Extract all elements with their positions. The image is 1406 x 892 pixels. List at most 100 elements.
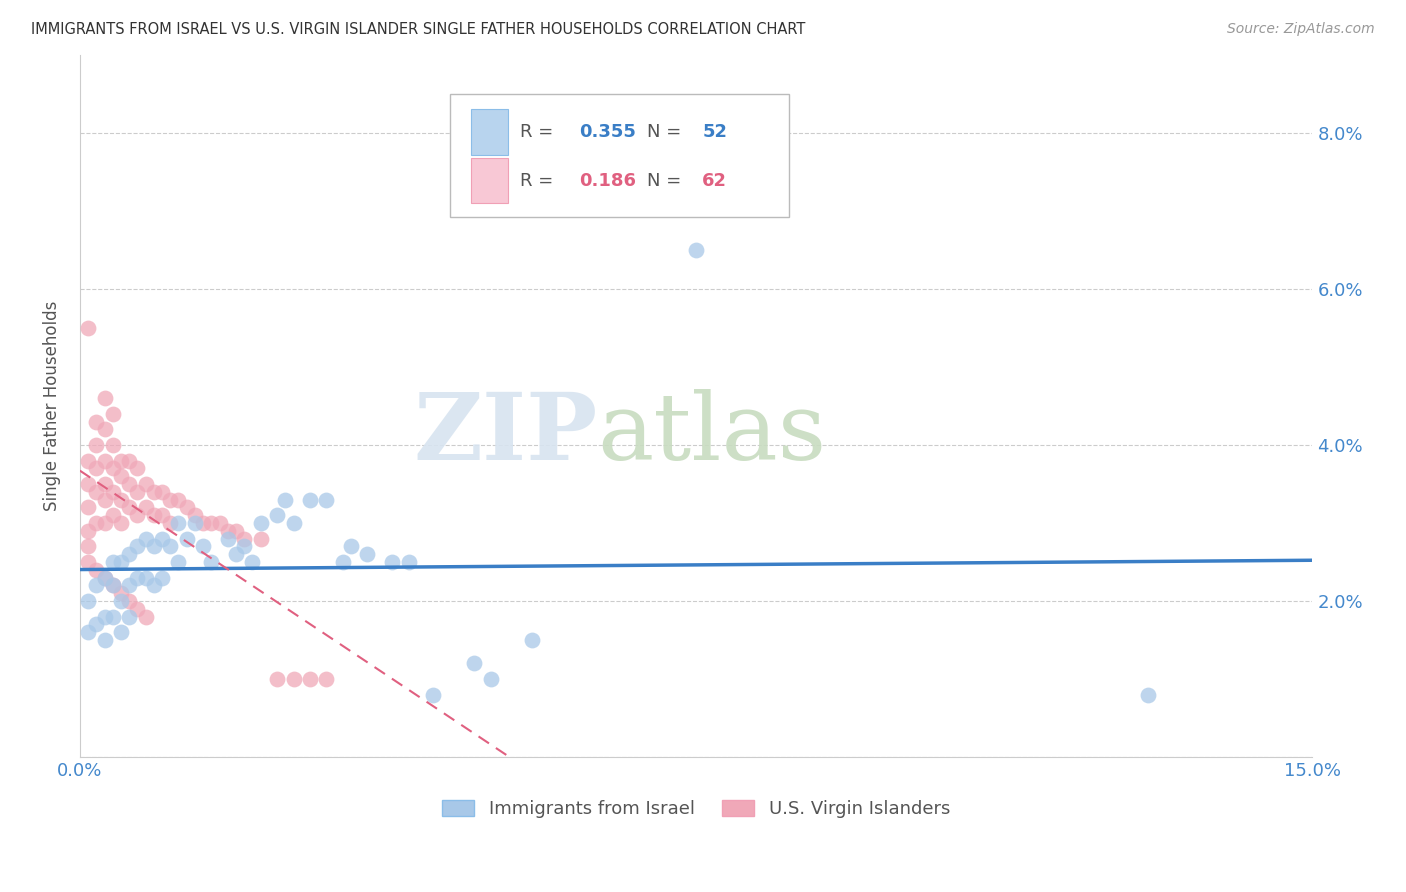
Point bbox=[340, 540, 363, 554]
Point bbox=[77, 540, 100, 554]
Point bbox=[150, 532, 173, 546]
Point bbox=[77, 477, 100, 491]
Point bbox=[93, 477, 115, 491]
Point bbox=[118, 594, 141, 608]
Point bbox=[77, 555, 100, 569]
Point bbox=[110, 625, 132, 640]
Point bbox=[127, 540, 149, 554]
Point bbox=[84, 617, 107, 632]
Point bbox=[93, 609, 115, 624]
Point bbox=[101, 578, 124, 592]
Text: 0.186: 0.186 bbox=[579, 171, 636, 190]
Point bbox=[77, 453, 100, 467]
Point bbox=[84, 415, 107, 429]
Point bbox=[101, 508, 124, 523]
Point bbox=[283, 672, 305, 686]
Point bbox=[101, 461, 124, 475]
Point bbox=[84, 484, 107, 499]
Text: 52: 52 bbox=[702, 123, 727, 141]
Point bbox=[84, 516, 107, 530]
Point bbox=[110, 492, 132, 507]
Point bbox=[520, 632, 543, 647]
Point bbox=[242, 555, 264, 569]
Point bbox=[184, 516, 207, 530]
Point bbox=[463, 657, 485, 671]
Y-axis label: Single Father Households: Single Father Households bbox=[44, 301, 60, 511]
Point bbox=[191, 516, 214, 530]
Point bbox=[315, 492, 337, 507]
Point bbox=[118, 547, 141, 561]
Point bbox=[184, 508, 207, 523]
Point bbox=[176, 500, 198, 515]
Point bbox=[77, 524, 100, 538]
Text: R =: R = bbox=[520, 171, 558, 190]
Point bbox=[118, 578, 141, 592]
Point bbox=[101, 578, 124, 592]
Text: 0.355: 0.355 bbox=[579, 123, 636, 141]
Point bbox=[200, 555, 222, 569]
Point bbox=[84, 578, 107, 592]
Text: ZIP: ZIP bbox=[413, 389, 598, 479]
Point bbox=[1137, 688, 1160, 702]
Point bbox=[150, 508, 173, 523]
Point bbox=[142, 508, 165, 523]
Point bbox=[274, 492, 297, 507]
Point bbox=[208, 516, 231, 530]
Point bbox=[142, 578, 165, 592]
Point bbox=[266, 672, 288, 686]
Point bbox=[150, 571, 173, 585]
Point bbox=[127, 508, 149, 523]
Point bbox=[77, 500, 100, 515]
Point bbox=[101, 407, 124, 421]
Point bbox=[110, 586, 132, 600]
Point bbox=[135, 500, 157, 515]
Point bbox=[381, 555, 404, 569]
Point bbox=[101, 484, 124, 499]
Point bbox=[315, 672, 337, 686]
Point bbox=[118, 477, 141, 491]
Point bbox=[298, 672, 321, 686]
Text: Source: ZipAtlas.com: Source: ZipAtlas.com bbox=[1227, 22, 1375, 37]
Point bbox=[225, 547, 247, 561]
Point bbox=[93, 391, 115, 405]
Point bbox=[93, 422, 115, 436]
Point bbox=[93, 571, 115, 585]
Point bbox=[84, 563, 107, 577]
Point bbox=[283, 516, 305, 530]
Text: N =: N = bbox=[647, 171, 686, 190]
Point bbox=[127, 602, 149, 616]
Point bbox=[118, 453, 141, 467]
Point bbox=[101, 438, 124, 452]
Point bbox=[93, 516, 115, 530]
Point bbox=[118, 500, 141, 515]
Point bbox=[167, 516, 190, 530]
Point bbox=[249, 516, 271, 530]
Point bbox=[84, 438, 107, 452]
Point bbox=[176, 532, 198, 546]
Point bbox=[356, 547, 378, 561]
Point bbox=[167, 555, 190, 569]
Point bbox=[101, 609, 124, 624]
Text: IMMIGRANTS FROM ISRAEL VS U.S. VIRGIN ISLANDER SINGLE FATHER HOUSEHOLDS CORRELAT: IMMIGRANTS FROM ISRAEL VS U.S. VIRGIN IS… bbox=[31, 22, 806, 37]
Point bbox=[266, 508, 288, 523]
Point bbox=[101, 555, 124, 569]
Point bbox=[332, 555, 354, 569]
Point bbox=[159, 516, 181, 530]
Point bbox=[191, 540, 214, 554]
FancyBboxPatch shape bbox=[471, 158, 508, 203]
Text: N =: N = bbox=[647, 123, 686, 141]
Text: R =: R = bbox=[520, 123, 558, 141]
Point bbox=[225, 524, 247, 538]
Point bbox=[249, 532, 271, 546]
Point bbox=[298, 492, 321, 507]
Point bbox=[150, 484, 173, 499]
Point bbox=[135, 532, 157, 546]
Point bbox=[84, 461, 107, 475]
Point bbox=[159, 540, 181, 554]
Point bbox=[93, 492, 115, 507]
Point bbox=[217, 524, 239, 538]
Point bbox=[135, 477, 157, 491]
FancyBboxPatch shape bbox=[471, 109, 508, 155]
Point bbox=[167, 492, 190, 507]
FancyBboxPatch shape bbox=[450, 94, 789, 217]
